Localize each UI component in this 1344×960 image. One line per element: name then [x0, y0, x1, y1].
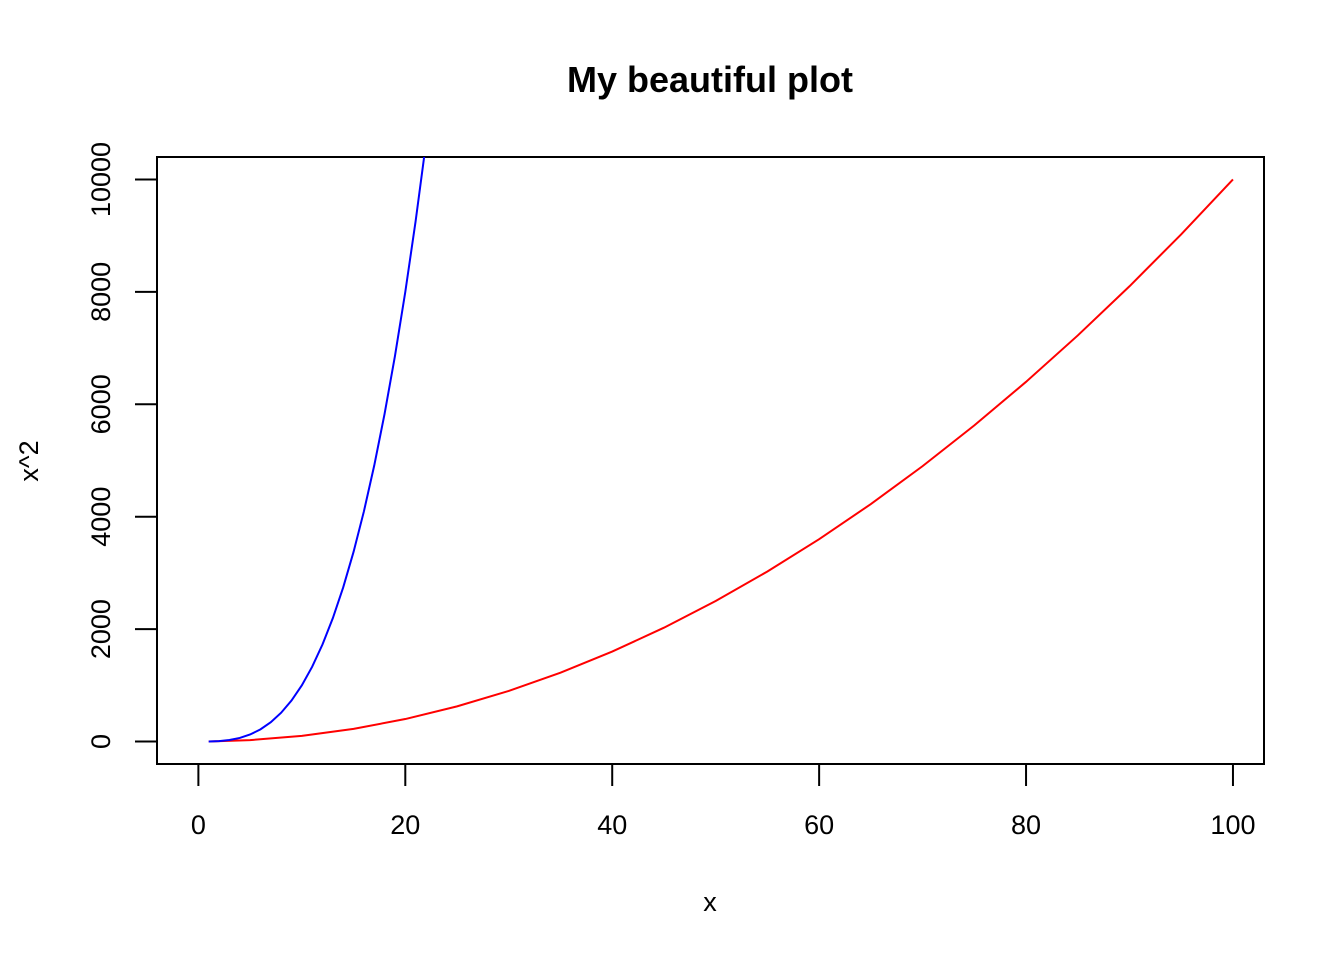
x-tick-label: 0 [191, 810, 206, 840]
chart-title: My beautiful plot [567, 59, 853, 100]
x-tick-label: 60 [804, 810, 834, 840]
y-axis: 0 2000 4000 6000 8000 10000 [86, 142, 158, 749]
series-line-2 [208, 157, 426, 743]
series-layer [208, 157, 1234, 743]
y-tick-label: 8000 [86, 262, 116, 322]
x-axis: 0 20 40 60 80 100 [191, 763, 1255, 840]
y-tick-label: 6000 [86, 374, 116, 434]
series-line-1 [208, 178, 1234, 743]
y-tick-label: 2000 [86, 599, 116, 659]
y-tick-label: 4000 [86, 487, 116, 547]
x-tick-label: 100 [1210, 810, 1255, 840]
plot-area-border [156, 156, 1265, 765]
x-axis-label: x [703, 887, 717, 917]
x-tick-label: 20 [390, 810, 420, 840]
y-tick-label: 10000 [86, 142, 116, 217]
x-tick-label: 40 [597, 810, 627, 840]
y-tick-label: 0 [86, 734, 116, 749]
y-axis-label: x^2 [14, 440, 44, 481]
x-tick-label: 80 [1011, 810, 1041, 840]
